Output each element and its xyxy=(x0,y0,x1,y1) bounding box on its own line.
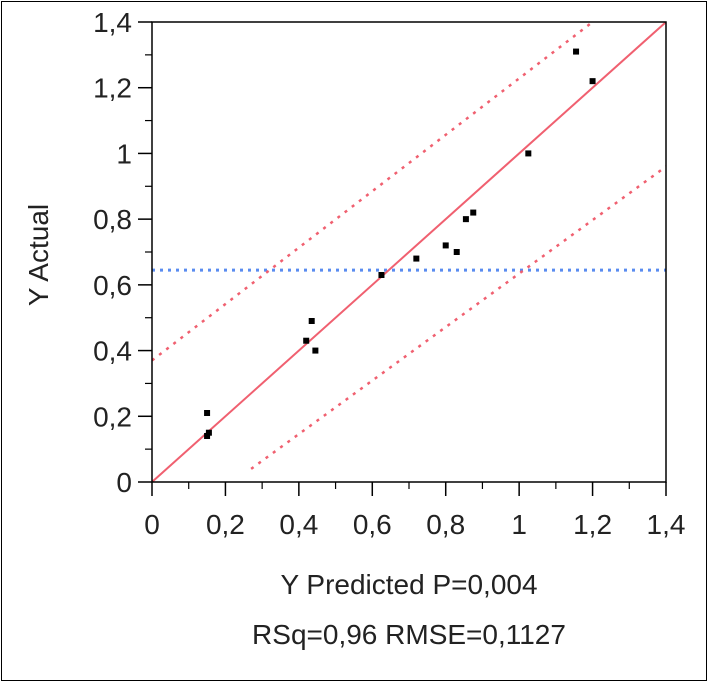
fit-statistics: RSq=0,96 RMSE=0,1127 xyxy=(252,619,566,650)
x-tick-label: 1,2 xyxy=(573,509,612,540)
data-point-5 xyxy=(308,318,315,324)
data-point-9 xyxy=(442,242,449,249)
y-tick-label: 0,8 xyxy=(93,204,132,235)
data-point-4 xyxy=(303,337,310,344)
data-point-6 xyxy=(312,347,319,354)
axis-ticks: 0 0,2 0,4 0,6 0,8 1 1,2 1,4 0 0,2 0,4 0,6 0,8 1 1,2 1,4 xyxy=(93,7,685,540)
x-tick-label: 0 xyxy=(144,509,160,540)
plot-area xyxy=(151,21,667,483)
y-tick-label: 0 xyxy=(116,467,132,498)
y-tick-label: 0,6 xyxy=(93,270,132,301)
data-point-1 xyxy=(204,410,211,416)
data-point-2 xyxy=(205,429,212,436)
data-point-8 xyxy=(413,255,420,262)
x-axis-title: Y Predicted P=0,004 xyxy=(280,569,537,600)
confidence-upper-line xyxy=(152,22,594,362)
plot-content xyxy=(152,22,666,482)
data-point-13 xyxy=(525,150,532,157)
y-axis-title: Y Actual xyxy=(23,204,54,306)
x-tick-label: 0,8 xyxy=(426,509,465,540)
data-point-12 xyxy=(470,209,477,216)
x-tick-label: 1 xyxy=(511,509,527,540)
x-tick-label: 0,4 xyxy=(279,509,318,540)
x-tick-label: 0,6 xyxy=(353,509,392,540)
fit-line xyxy=(152,22,666,482)
y-tick-label: 1 xyxy=(116,138,132,169)
data-point-10 xyxy=(453,249,460,255)
confidence-lower-line xyxy=(250,165,666,470)
data-point-3 xyxy=(204,433,211,439)
data-point-11 xyxy=(462,216,469,223)
x-tick-label: 0,2 xyxy=(206,509,245,540)
data-point-15 xyxy=(589,78,596,85)
data-point-7 xyxy=(378,272,385,278)
data-point-14 xyxy=(573,48,580,55)
y-tick-label: 1,4 xyxy=(93,7,132,38)
x-tick-label: 1,4 xyxy=(647,509,686,540)
y-tick-label: 0,4 xyxy=(93,336,132,367)
y-tick-label: 1,2 xyxy=(93,73,132,104)
y-tick-label: 0,2 xyxy=(93,401,132,432)
